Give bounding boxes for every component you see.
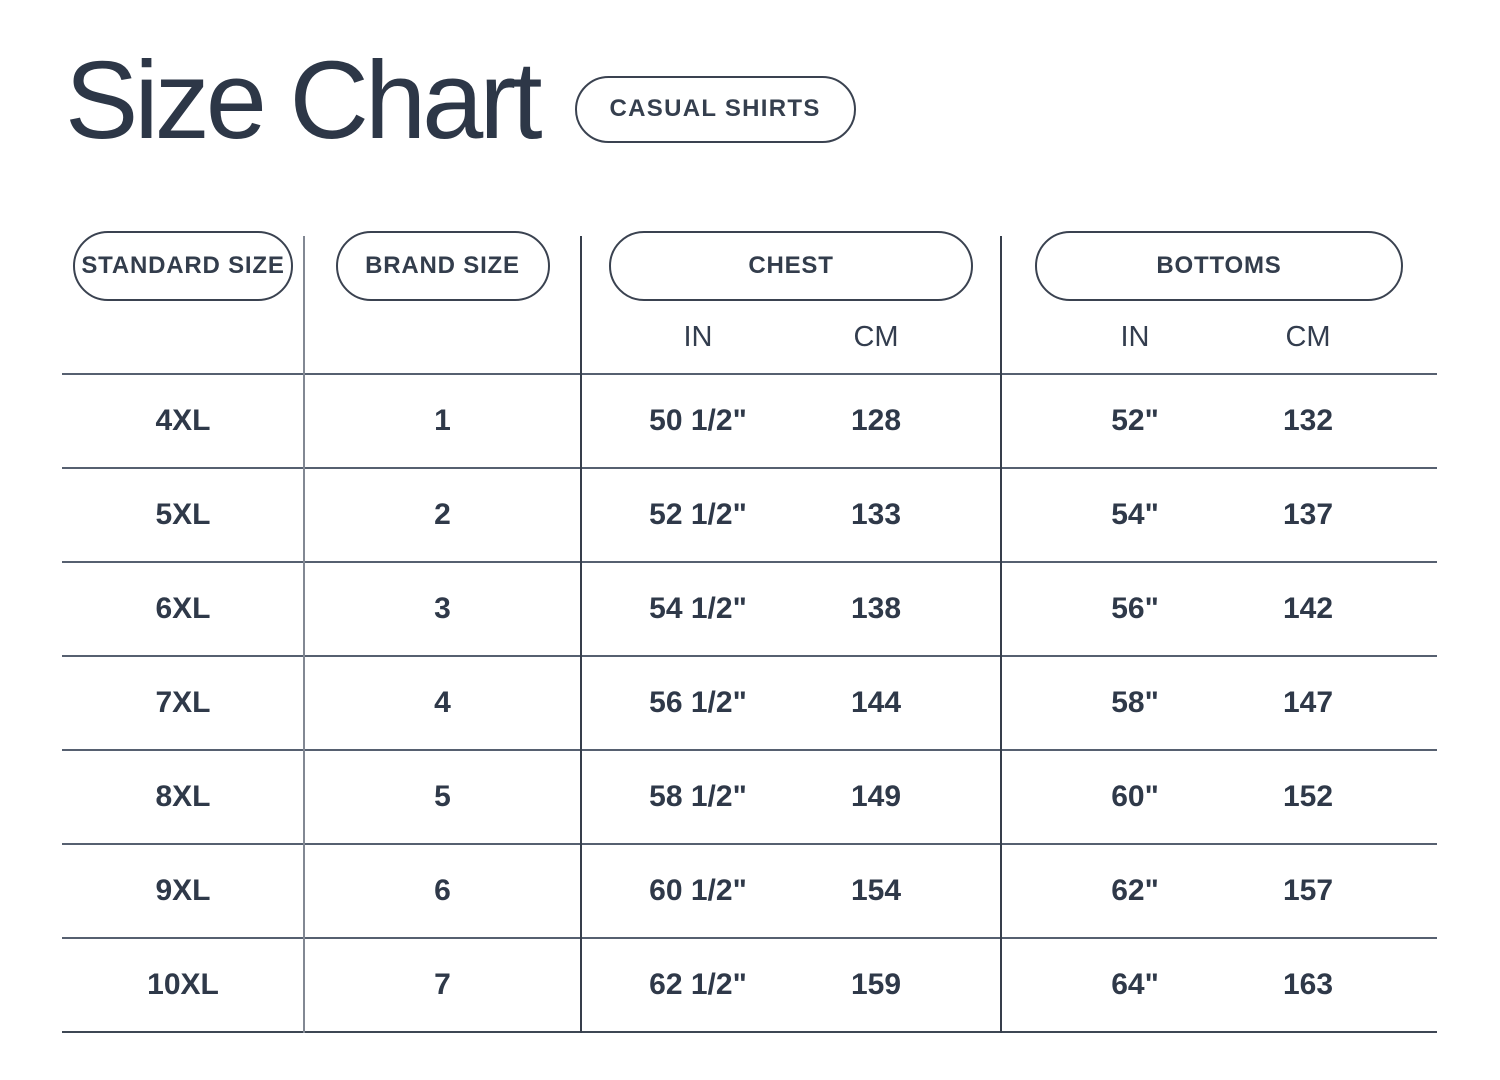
bottoms-cm-value: 132 bbox=[1282, 404, 1334, 437]
standard-size-value: 6XL bbox=[155, 592, 211, 625]
bottoms-in-value: 52" bbox=[1111, 404, 1159, 437]
table-units-row: IN CM IN CM bbox=[62, 302, 1437, 373]
chest-cm-value: 138 bbox=[850, 592, 902, 625]
chest-in-value: 54 1/2" bbox=[649, 592, 747, 625]
bottoms-in-value: 62" bbox=[1111, 874, 1159, 907]
chest-in-value: 56 1/2" bbox=[649, 686, 747, 719]
chest-cm-value: 154 bbox=[850, 874, 902, 907]
brand-size-value: 6 bbox=[434, 874, 451, 907]
chest-cm-value: 144 bbox=[850, 686, 902, 719]
chest-cm-value: 133 bbox=[850, 498, 902, 531]
chest-in-value: 50 1/2" bbox=[649, 404, 747, 437]
unit-label-bottoms-in: IN bbox=[1120, 321, 1150, 353]
bottoms-cm-value: 147 bbox=[1282, 686, 1334, 719]
standard-size-value: 10XL bbox=[147, 968, 219, 1001]
table-row: 5XL 2 52 1/2" 133 54" 137 bbox=[62, 467, 1437, 561]
table-row: 9XL 6 60 1/2" 154 62" 157 bbox=[62, 843, 1437, 937]
chest-cm-value: 149 bbox=[850, 780, 902, 813]
chest-in-value: 60 1/2" bbox=[649, 874, 747, 907]
bottoms-cm-value: 137 bbox=[1282, 498, 1334, 531]
brand-size-value: 5 bbox=[434, 780, 451, 813]
size-chart-table: STANDARD SIZE BRAND SIZE CHEST BOTTOMS I… bbox=[62, 230, 1437, 1033]
standard-size-value: 9XL bbox=[155, 874, 211, 907]
chest-cm-value: 128 bbox=[850, 404, 902, 437]
unit-label-chest-cm: CM bbox=[853, 321, 899, 353]
column-divider-brand-chest bbox=[580, 236, 582, 1033]
pill-bottoms: BOTTOMS bbox=[1035, 231, 1403, 301]
chest-in-value: 52 1/2" bbox=[649, 498, 747, 531]
standard-size-value: 4XL bbox=[155, 404, 211, 437]
unit-label-bottoms-cm: CM bbox=[1285, 321, 1331, 353]
table-row: 4XL 1 50 1/2" 128 52" 132 bbox=[62, 373, 1437, 467]
brand-size-value: 2 bbox=[434, 498, 451, 531]
column-divider-chest-bottoms bbox=[1000, 236, 1002, 1033]
brand-size-value: 1 bbox=[434, 404, 451, 437]
category-badge: CASUAL SHIRTS bbox=[574, 75, 856, 143]
pill-brand-size: BRAND SIZE bbox=[335, 231, 550, 301]
brand-size-value: 4 bbox=[434, 686, 451, 719]
bottoms-in-value: 58" bbox=[1111, 686, 1159, 719]
table-row: 10XL 7 62 1/2" 159 64" 163 bbox=[62, 937, 1437, 1031]
unit-label-chest-in: IN bbox=[683, 321, 713, 353]
bottoms-in-value: 54" bbox=[1111, 498, 1159, 531]
chest-cm-value: 159 bbox=[850, 968, 902, 1001]
bottoms-cm-value: 163 bbox=[1282, 968, 1334, 1001]
chest-in-value: 62 1/2" bbox=[649, 968, 747, 1001]
standard-size-value: 8XL bbox=[155, 780, 211, 813]
brand-size-value: 7 bbox=[434, 968, 451, 1001]
brand-size-value: 3 bbox=[434, 592, 451, 625]
table-header-row: STANDARD SIZE BRAND SIZE CHEST BOTTOMS bbox=[62, 230, 1437, 302]
page-title: Size Chart bbox=[65, 39, 543, 162]
header: Size Chart CASUAL SHIRTS bbox=[65, 46, 856, 156]
pill-chest: CHEST bbox=[609, 231, 973, 301]
bottoms-in-value: 64" bbox=[1111, 968, 1159, 1001]
bottoms-cm-value: 152 bbox=[1282, 780, 1334, 813]
bottoms-cm-value: 157 bbox=[1282, 874, 1334, 907]
bottoms-cm-value: 142 bbox=[1282, 592, 1334, 625]
pill-standard-size: STANDARD SIZE bbox=[73, 231, 293, 301]
bottoms-in-value: 60" bbox=[1111, 780, 1159, 813]
table-row: 7XL 4 56 1/2" 144 58" 147 bbox=[62, 655, 1437, 749]
standard-size-value: 5XL bbox=[155, 498, 211, 531]
chest-in-value: 58 1/2" bbox=[649, 780, 747, 813]
bottoms-in-value: 56" bbox=[1111, 592, 1159, 625]
standard-size-value: 7XL bbox=[155, 686, 211, 719]
table-row: 8XL 5 58 1/2" 149 60" 152 bbox=[62, 749, 1437, 843]
column-divider-standard-brand bbox=[303, 236, 305, 1033]
table-row: 6XL 3 54 1/2" 138 56" 142 bbox=[62, 561, 1437, 655]
table-body: 4XL 1 50 1/2" 128 52" 132 5XL 2 52 1/2" … bbox=[62, 373, 1437, 1033]
